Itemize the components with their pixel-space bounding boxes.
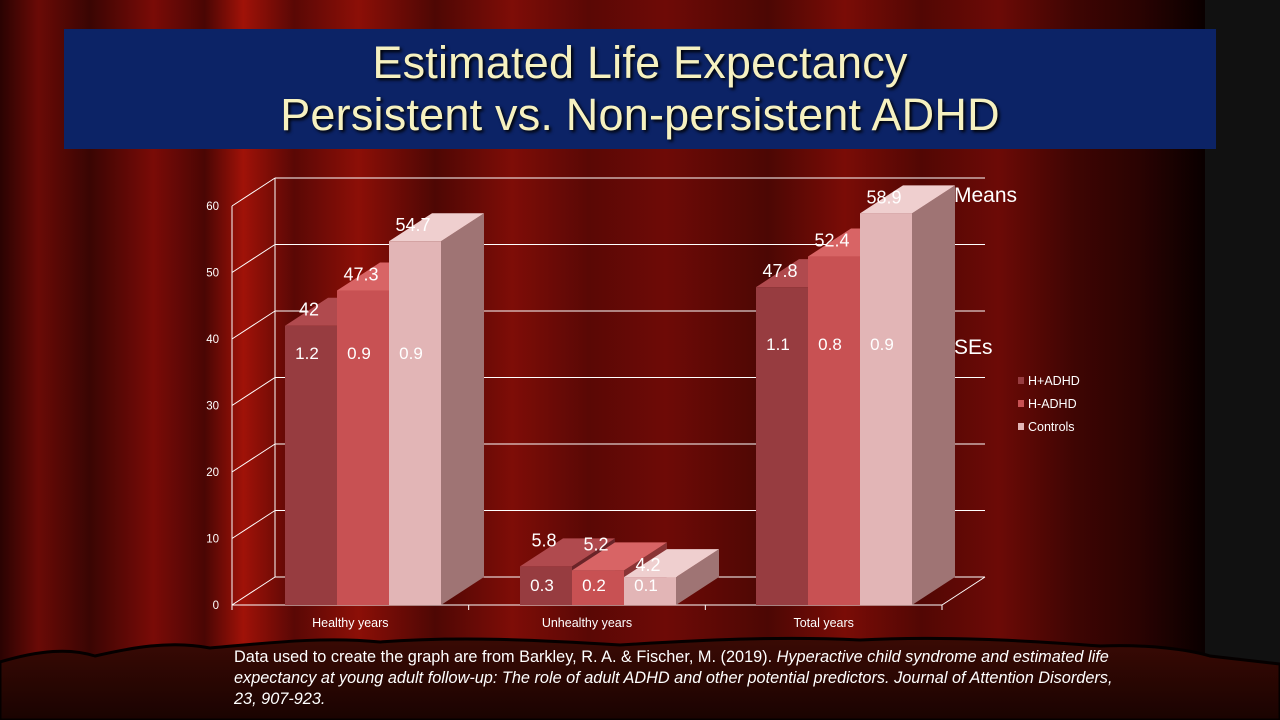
se-data-label: 0.8 (818, 335, 842, 354)
se-data-label: 0.9 (870, 335, 894, 354)
y-tick-label: 50 (206, 268, 219, 280)
bar-top (389, 213, 484, 242)
bar-side (912, 185, 955, 605)
gridline-side (231, 576, 276, 606)
se-data-label: 0.9 (347, 344, 371, 363)
y-tick-label: 60 (206, 201, 219, 213)
y-tick-label: 40 (206, 334, 219, 346)
y-tick-label: 30 (206, 401, 219, 413)
means-annotation: Means (954, 184, 1018, 207)
se-data-label: 0.2 (582, 576, 606, 595)
bar-front (520, 566, 572, 605)
mean-data-label: 58.9 (866, 187, 901, 207)
bar-front (756, 287, 808, 605)
bar-front (624, 577, 676, 605)
se-data-label: 1.2 (295, 344, 319, 363)
se-data-label: 0.1 (634, 576, 658, 595)
legend-item-h-adhd: H-ADHD (1018, 392, 1080, 415)
bar-top (860, 185, 955, 214)
mean-data-label: 42 (299, 300, 319, 320)
legend-label-controls: Controls (1028, 419, 1075, 434)
slide-title-line-2: Persistent vs. Non-persistent ADHD (280, 89, 1000, 140)
y-tick-label: 10 (206, 534, 219, 546)
bar (389, 213, 484, 605)
mean-data-label: 4.2 (635, 555, 660, 575)
gridline-side (231, 310, 276, 340)
bar (624, 549, 719, 605)
title-banner: Estimated Life Expectancy Persistent vs.… (64, 29, 1216, 149)
gridline-side (231, 177, 276, 207)
gridline-side (231, 443, 276, 473)
slide-title-line-1: Estimated Life Expectancy (372, 37, 908, 88)
legend-item-controls: Controls (1018, 415, 1080, 438)
gridline-side (231, 510, 276, 539)
bar-front (572, 570, 624, 605)
mean-data-label: 52.4 (814, 231, 849, 251)
mean-data-label: 5.2 (583, 534, 608, 554)
mean-data-label: 47.8 (762, 261, 797, 281)
bar-front (808, 256, 860, 605)
se-data-label: 1.1 (766, 335, 790, 354)
se-data-label: 0.9 (399, 344, 423, 363)
x-tick-label: Unhealthy years (542, 616, 632, 630)
bar-top (520, 538, 615, 567)
mean-data-label: 47.3 (343, 264, 378, 284)
ses-annotation: SEs (954, 336, 993, 359)
legend-item-hadhd: H+ADHD (1018, 369, 1080, 392)
bar-front (389, 241, 441, 605)
bar-front (860, 213, 912, 605)
citation-text: Data used to create the graph are from B… (234, 647, 1114, 710)
chart-legend: H+ADHD H-ADHD Controls (1018, 369, 1080, 438)
bar (860, 185, 955, 605)
legend-label-h-adhd: H-ADHD (1028, 396, 1077, 411)
legend-swatch-h-adhd (1018, 400, 1024, 407)
mean-data-label: 54.7 (395, 215, 430, 235)
bar-top (572, 542, 667, 571)
x-tick-label: Total years (793, 616, 853, 630)
gridline-side (231, 377, 276, 406)
citation-italic: Hyperactive child syndrome and estimated… (234, 648, 1113, 708)
y-tick-label: 20 (206, 467, 219, 479)
citation-prefix: Data used to create the graph are from B… (234, 648, 777, 666)
bar-front (285, 325, 337, 605)
legend-swatch-controls (1018, 423, 1024, 430)
legend-label-hadhd: H+ADHD (1028, 373, 1080, 388)
bar-side (441, 213, 484, 605)
legend-swatch-hadhd (1018, 377, 1024, 384)
se-data-label: 0.3 (530, 576, 554, 595)
bar-side (676, 549, 719, 605)
floor-right-edge (941, 576, 986, 606)
bar-front (337, 290, 389, 605)
gridline-side (231, 244, 276, 273)
mean-data-label: 5.8 (531, 530, 556, 550)
y-tick-label: 0 (213, 600, 219, 612)
x-tick-label: Healthy years (312, 616, 388, 630)
bar-top (624, 549, 719, 578)
